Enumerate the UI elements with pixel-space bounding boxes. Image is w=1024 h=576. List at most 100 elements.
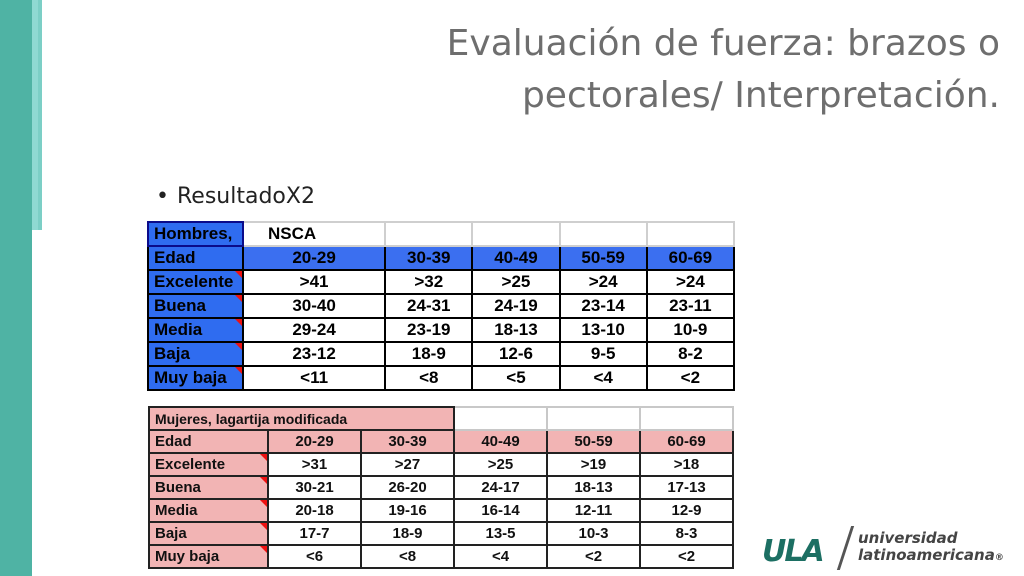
table-cell: 30-39: [384, 245, 474, 271]
comment-marker: [235, 271, 242, 278]
table-cell: <2: [639, 544, 734, 569]
table-cell: 30-40: [241, 293, 387, 319]
table-cell: 60-69: [645, 245, 736, 271]
table-cell: >41: [241, 269, 387, 295]
table-cell: 40-49: [471, 245, 561, 271]
women-table-title-row: Mujeres, lagartija modificada: [148, 406, 734, 431]
slide-title-line1: Evaluación de fuerza: brazos o: [446, 23, 1000, 64]
left-accent-band-light: [32, 0, 40, 230]
table-cell: 13-10: [558, 317, 648, 343]
table-cell: [645, 221, 736, 247]
table-cell: >24: [645, 269, 736, 295]
table-cell: 30-21: [267, 475, 362, 500]
table-cell: 13-5: [453, 521, 548, 546]
table-cell: 10-9: [645, 317, 736, 343]
row-label-text: Baja: [154, 344, 190, 363]
table-cell: <8: [384, 365, 474, 391]
table-cell: 50-59: [546, 429, 641, 454]
table-cell: >19: [546, 452, 641, 477]
table-row: Media 20-18 19-16 16-14 12-11 12-9: [148, 498, 734, 523]
comment-marker: [235, 367, 242, 374]
table-cell: >25: [453, 452, 548, 477]
row-label-text: Muy baja: [154, 368, 227, 387]
ula-logo-mark: ULA: [762, 534, 825, 569]
comment-marker: [235, 319, 242, 326]
logo-line1: universidad: [858, 529, 958, 547]
row-label-text: Media: [155, 502, 198, 519]
table-cell: 12-6: [471, 341, 561, 367]
table-cell: 8-3: [639, 521, 734, 546]
table-row: Muy baja <11 <8 <5 <4 <2: [147, 365, 736, 391]
row-label-text: Media: [154, 320, 203, 339]
table-cell: 50-59: [558, 245, 648, 271]
row-label: Baja: [147, 341, 244, 367]
table-cell: <4: [453, 544, 548, 569]
table-cell: [453, 406, 548, 431]
table-cell: 16-14: [453, 498, 548, 523]
row-label: Excelente: [147, 269, 244, 295]
table-cell: >18: [639, 452, 734, 477]
table-cell: 20-29: [267, 429, 362, 454]
table-cell: 18-13: [546, 475, 641, 500]
table-cell: <6: [267, 544, 362, 569]
table-cell: <4: [558, 365, 648, 391]
bullet-marker: •: [156, 184, 169, 209]
table-cell: 18-9: [384, 341, 474, 367]
men-table-title-row: Hombres, NSCA: [147, 221, 736, 247]
logo-line2-text: latinoamericana: [858, 546, 995, 564]
row-label-text: Muy baja: [155, 548, 220, 565]
table-cell: 24-19: [471, 293, 561, 319]
women-strength-table: Mujeres, lagartija modificada Edad 20-29…: [148, 406, 734, 569]
bullet-text: ResultadoX2: [176, 184, 315, 209]
table-cell: 24-17: [453, 475, 548, 500]
table-cell: 18-9: [360, 521, 455, 546]
row-label-text: Buena: [155, 479, 201, 496]
table-cell: 9-5: [558, 341, 648, 367]
table-cell: [639, 406, 734, 431]
table-row: Edad 20-29 30-39 40-49 50-59 60-69: [147, 245, 736, 271]
table-cell: 23-12: [241, 341, 387, 367]
table-row: Baja 23-12 18-9 12-6 9-5 8-2: [147, 341, 736, 367]
table-cell: 8-2: [645, 341, 736, 367]
row-label: Baja: [148, 521, 269, 546]
table-cell: [546, 406, 641, 431]
row-label-text: Buena: [154, 296, 206, 315]
row-label: Media: [148, 498, 269, 523]
table-cell: 40-49: [453, 429, 548, 454]
registered-mark: ®: [994, 553, 1004, 563]
table-cell: 23-11: [645, 293, 736, 319]
bullet-item: • ResultadoX2: [156, 184, 315, 209]
logo-divider: [836, 526, 855, 570]
table-row: Buena 30-21 26-20 24-17 18-13 17-13: [148, 475, 734, 500]
table-cell: [558, 221, 648, 247]
row-label: Edad: [148, 429, 269, 454]
logo-wordmark: universidad latinoamericana®: [858, 530, 1004, 567]
table-row: Media 29-24 23-19 18-13 13-10 10-9: [147, 317, 736, 343]
table-cell: >27: [360, 452, 455, 477]
row-label: Media: [147, 317, 244, 343]
women-table-title-label: Mujeres, lagartija modificada: [148, 406, 455, 431]
slide-title: Evaluación de fuerza: brazos o pectorale…: [360, 18, 1000, 122]
table-cell: >31: [267, 452, 362, 477]
table-row: Muy baja <6 <8 <4 <2 <2: [148, 544, 734, 569]
row-label-text: Baja: [155, 525, 187, 542]
comment-marker: [260, 546, 267, 553]
table-cell: 20-18: [267, 498, 362, 523]
table-row: Baja 17-7 18-9 13-5 10-3 8-3: [148, 521, 734, 546]
row-label: Muy baja: [147, 365, 244, 391]
table-cell: 23-14: [558, 293, 648, 319]
slide-title-line2: pectorales/ Interpretación.: [521, 75, 1000, 116]
comment-marker: [260, 477, 267, 484]
row-label-text: Excelente: [154, 272, 234, 291]
table-cell: 17-13: [639, 475, 734, 500]
table-cell: <2: [546, 544, 641, 569]
table-cell: 29-24: [241, 317, 387, 343]
table-cell: >24: [558, 269, 648, 295]
table-row: Excelente >41 >32 >25 >24 >24: [147, 269, 736, 295]
table-cell: 26-20: [360, 475, 455, 500]
row-label-text: Excelente: [155, 456, 226, 473]
table-cell: <2: [645, 365, 736, 391]
table-cell: >32: [384, 269, 474, 295]
table-cell: 24-31: [384, 293, 474, 319]
table-cell: >25: [471, 269, 561, 295]
